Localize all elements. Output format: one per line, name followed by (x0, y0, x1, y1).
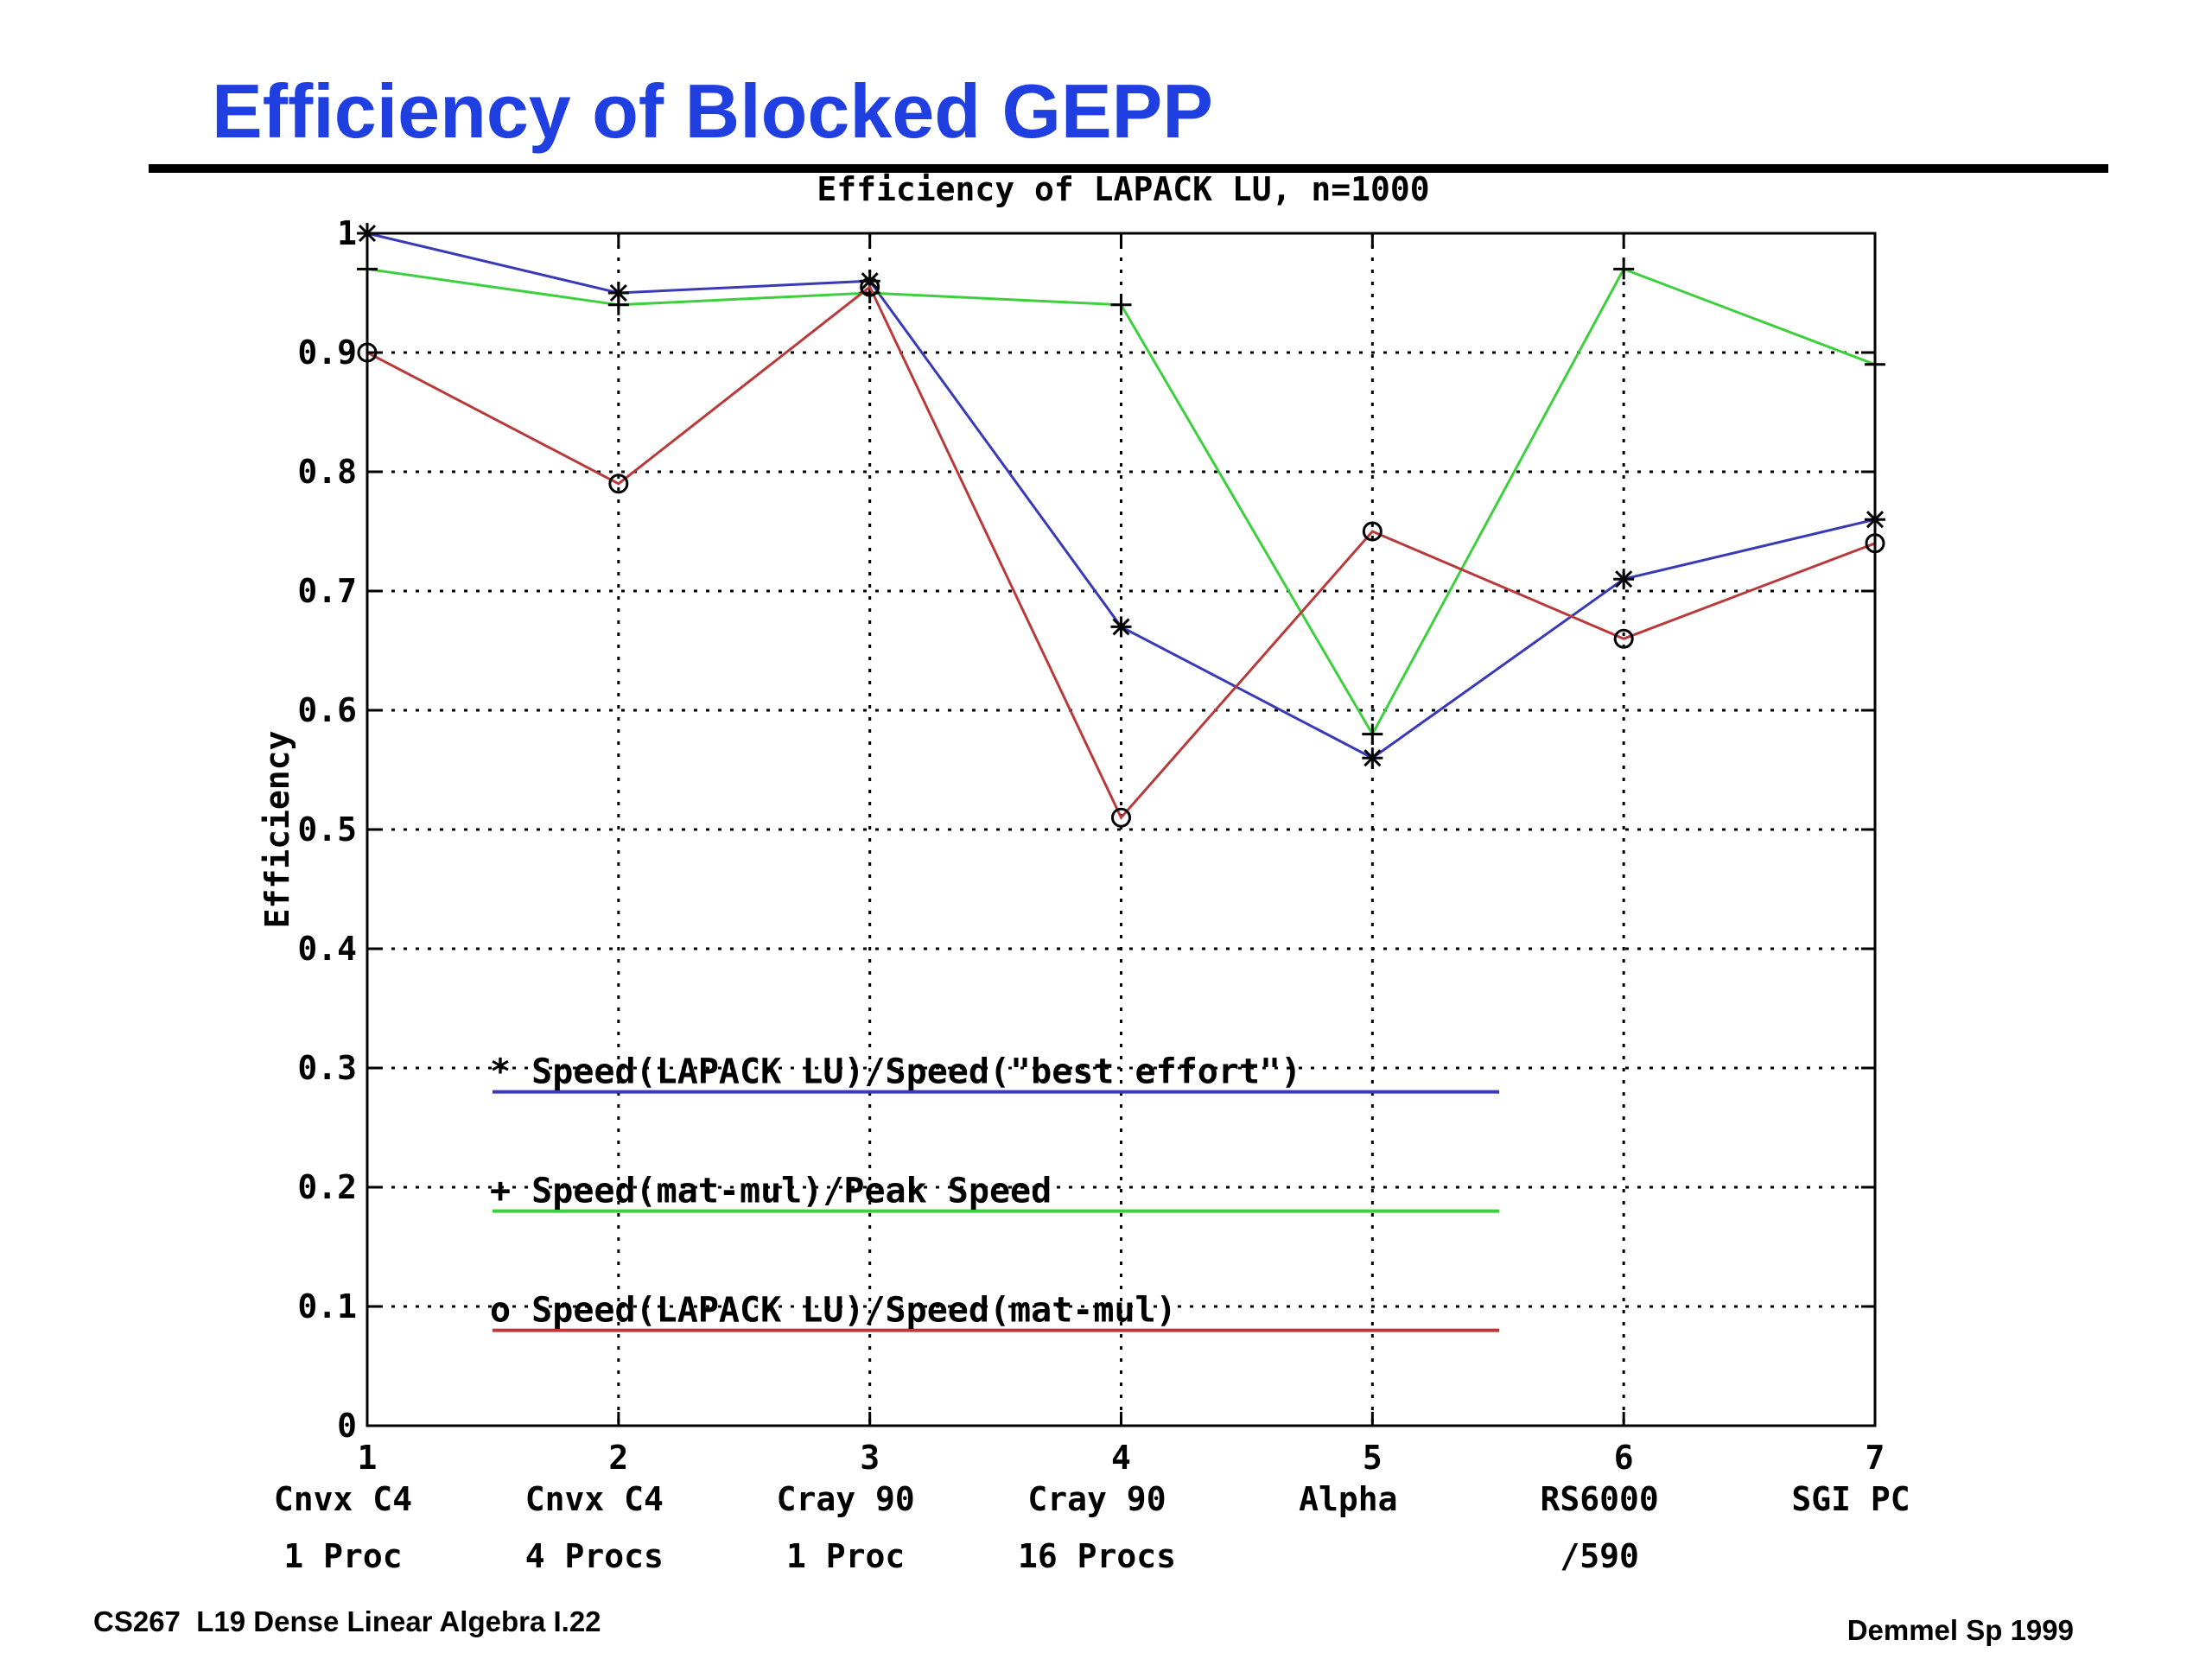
y-axis-label: Efficiency (258, 731, 296, 929)
slide-title: Efficiency of Blocked GEPP (212, 68, 1213, 154)
data-point-plus (607, 294, 629, 315)
x-tick-number: 5 (1363, 1439, 1382, 1477)
data-point-circle (608, 474, 629, 494)
grid-layer (367, 233, 1875, 1426)
x-tick-number: 6 (1614, 1439, 1634, 1477)
y-tick-label: 0.8 (297, 453, 357, 491)
x-tick-number: 3 (860, 1439, 880, 1477)
x-tick-procs: 1 Proc (786, 1537, 905, 1575)
data-point-star (1110, 616, 1132, 638)
data-point-star (1613, 569, 1635, 590)
x-tick-procs: 16 Procs (1018, 1537, 1176, 1575)
y-tick-label: 1 (337, 214, 357, 252)
x-tick-number: 1 (358, 1439, 378, 1477)
legend-label-2: + Speed(mat-mul)/Peak Speed (490, 1172, 1052, 1211)
legend-label-1: * Speed(LAPACK LU)/Speed("best effort") (490, 1052, 1301, 1092)
title-rule (149, 164, 2108, 173)
legend-layer: * Speed(LAPACK LU)/Speed("best effort") +… (490, 1052, 1499, 1332)
y-tick-label: 0.5 (297, 810, 357, 849)
data-point-circle (1613, 628, 1634, 649)
data-point-star (1362, 747, 1383, 769)
y-tick-label: 0.6 (297, 691, 357, 729)
data-point-plus (1613, 258, 1635, 280)
y-tick-label: 0.2 (297, 1168, 357, 1206)
x-tick-procs: 1 Proc (283, 1537, 402, 1575)
x-tick-platform: Cray 90 (777, 1480, 915, 1518)
footer-author-date: Demmel Sp 1999 (1847, 1614, 2074, 1646)
x-tick-procs: /590 (1560, 1537, 1639, 1575)
y-tick-label: 0.4 (297, 930, 357, 968)
x-tick-number: 4 (1111, 1439, 1131, 1477)
y-tick-label: 0.9 (297, 334, 357, 372)
x-tick-platform: RS6000 (1541, 1480, 1659, 1518)
data-point-circle (1362, 521, 1382, 542)
x-tick-platform: Cnvx C4 (274, 1480, 412, 1518)
y-tick-label: 0.3 (297, 1049, 357, 1087)
series-line-3 (366, 284, 1876, 820)
x-tick-number: 2 (608, 1439, 628, 1477)
data-point-circle (860, 276, 880, 297)
y-tick-label: 0.7 (297, 572, 357, 610)
y-tick-label: 0.1 (297, 1287, 357, 1325)
plot-frame (365, 232, 1877, 1427)
footer-course-label: CS267 L19 Dense Linear Algebra I.22 (93, 1605, 601, 1637)
data-point-plus (1362, 723, 1383, 745)
x-tick-platform: SGI PC (1791, 1480, 1910, 1518)
y-tick-label: 0 (337, 1407, 357, 1445)
x-tick-number: 7 (1866, 1439, 1885, 1477)
x-tick-platform: Cnvx C4 (525, 1480, 664, 1518)
legend-label-3: o Speed(LAPACK LU)/Speed(mat-mul) (490, 1291, 1177, 1331)
data-point-plus (1110, 294, 1132, 315)
data-point-circle (1111, 807, 1131, 828)
x-tick-platform: Alpha (1299, 1480, 1397, 1518)
x-tick-procs: 4 Procs (525, 1537, 664, 1575)
chart-title: Efficiency of LAPACK LU, n=1000 (817, 170, 1429, 208)
x-tick-platform: Cray 90 (1027, 1480, 1166, 1518)
